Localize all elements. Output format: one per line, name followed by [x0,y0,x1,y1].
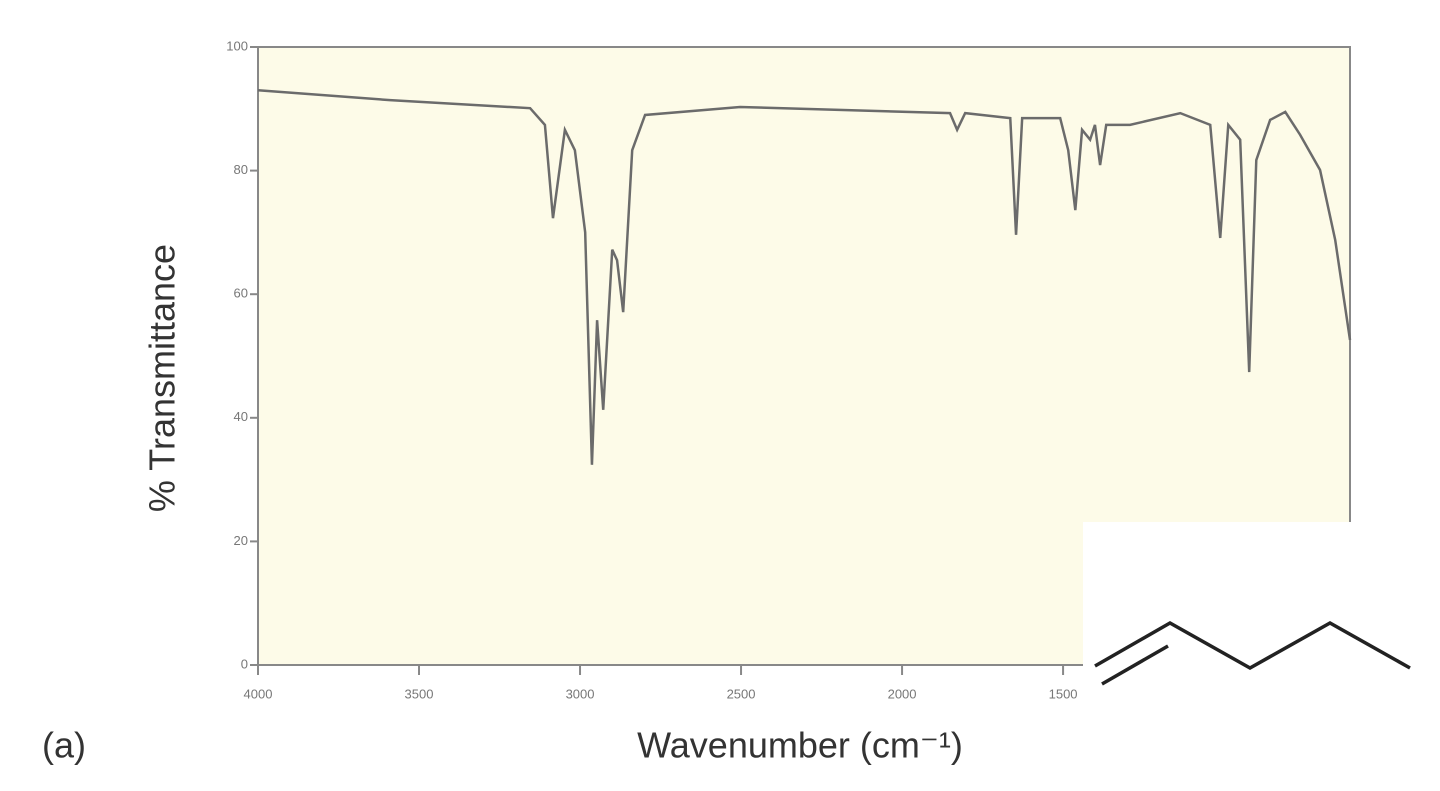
x-tick-label: 4000 [244,686,273,701]
y-tick-label: 80 [234,162,248,177]
y-tick-label: 100 [226,38,248,53]
molecule-inset [1083,522,1440,791]
inset-background [1083,522,1440,791]
double-bond [1101,644,1169,686]
x-tick-label: 3000 [566,686,595,701]
x-tick-label: 1500 [1049,686,1078,701]
annotation: (a) [42,725,86,766]
x-tick-label: 2500 [727,686,756,701]
y-axis-label: % Transmittance [142,244,183,512]
x-tick-label: 3500 [405,686,434,701]
y-tick-label: 0 [241,656,248,671]
y-tick-label: 60 [234,286,248,301]
spectrum-line [257,89,1352,465]
y-tick-label: 40 [234,409,248,424]
molecule-bonds [1094,620,1411,671]
y-tick-label: 20 [234,533,248,548]
x-axis-label: Wavenumber (cm⁻¹) [637,725,963,766]
x-tick-label: 2000 [888,686,917,701]
